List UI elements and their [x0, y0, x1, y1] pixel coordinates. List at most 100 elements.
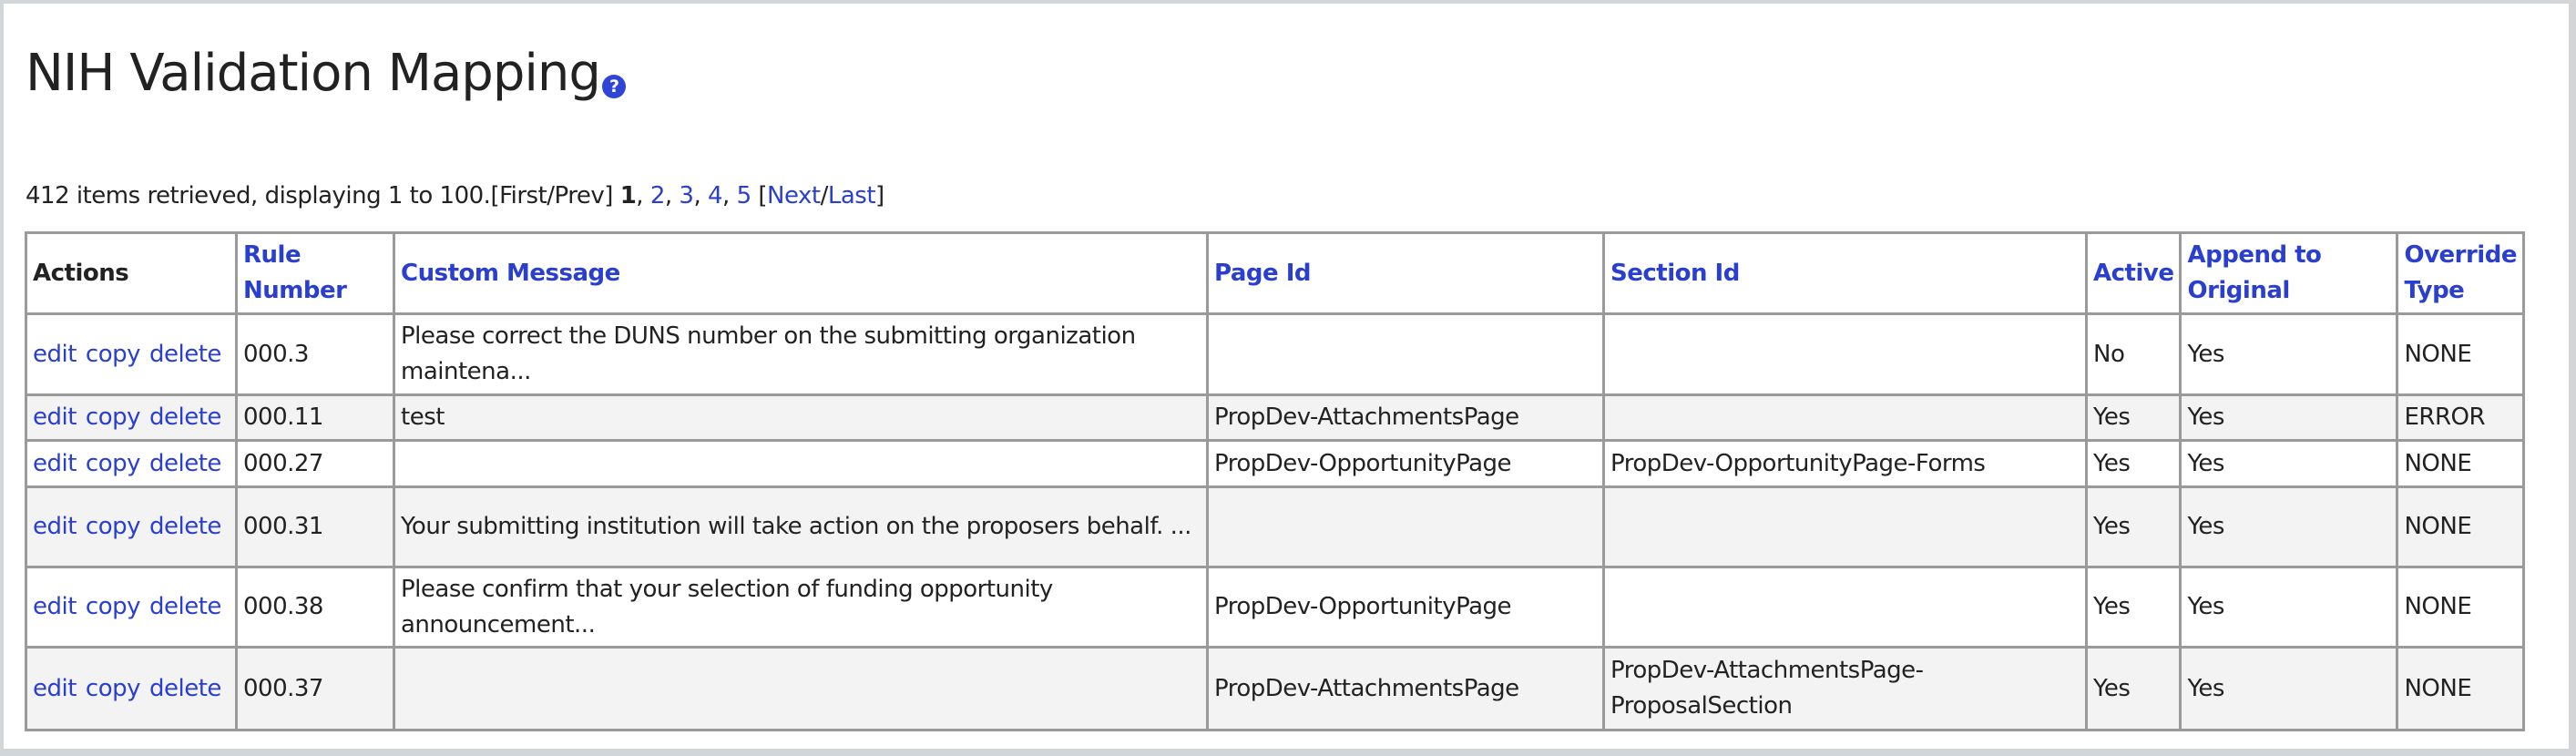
sort-custom-message[interactable]: Custom Message [401, 259, 620, 287]
table-row: edit copy delete 000.3 Please correct the DU… [25, 312, 2525, 396]
override-type-cell: NONE [2396, 566, 2525, 649]
header-section-id[interactable]: Section Id [1602, 231, 2088, 315]
active-cell: Yes [2084, 566, 2182, 649]
copy-link[interactable]: copy [85, 449, 141, 477]
actions-cell: edit copy delete [25, 485, 238, 568]
section-id-cell [1602, 393, 2088, 442]
rule-number-cell: 000.11 [235, 393, 395, 442]
section-id-cell [1602, 312, 2088, 396]
table-row: edit copy delete 000.31 Your submitting inst… [25, 485, 2525, 568]
header-rule-number[interactable]: Rule Number [235, 231, 395, 315]
copy-link[interactable]: copy [85, 340, 141, 368]
delete-link[interactable]: delete [149, 513, 221, 540]
header-override-type[interactable]: Override Type [2396, 231, 2525, 315]
current-page: 1 [619, 182, 637, 209]
header-active[interactable]: Active [2084, 231, 2182, 315]
override-type-cell: NONE [2396, 439, 2525, 488]
copy-link[interactable]: copy [85, 404, 141, 431]
edit-link[interactable]: edit [33, 593, 77, 620]
copy-link[interactable]: copy [85, 593, 141, 620]
actions-cell: edit copy delete [25, 393, 238, 442]
header-append-to-original[interactable]: Append to Original [2179, 231, 2399, 315]
sort-page-id[interactable]: Page Id [1214, 259, 1311, 287]
sort-override-type[interactable]: Override Type [2404, 241, 2517, 304]
pagination: 412 items retrieved, displaying 1 to 100… [26, 182, 884, 209]
edit-link[interactable]: edit [33, 449, 77, 477]
table-row: edit copy delete 000.27 PropDev-OpportunityP… [25, 439, 2525, 488]
append-cell: Yes [2179, 485, 2399, 568]
override-type-cell: NONE [2396, 485, 2525, 568]
rule-number-cell: 000.3 [235, 312, 395, 396]
page-id-cell: PropDev-OpportunityPage [1206, 566, 1605, 649]
section-id-cell: PropDev-OpportunityPage-Forms [1602, 439, 2088, 488]
rule-number-cell: 000.37 [235, 646, 395, 731]
override-type-cell: NONE [2396, 312, 2525, 396]
append-cell: Yes [2179, 566, 2399, 649]
question-circle-icon[interactable]: ? [601, 75, 626, 98]
last-link[interactable]: Last [827, 182, 876, 209]
actions-cell: edit copy delete [25, 312, 238, 396]
page-id-cell [1206, 485, 1605, 568]
delete-link[interactable]: delete [149, 449, 221, 477]
section-id-cell [1602, 566, 2088, 649]
sort-section-id[interactable]: Section Id [1610, 259, 1740, 287]
override-type-cell: NONE [2396, 646, 2525, 731]
rule-number-cell: 000.38 [235, 566, 395, 649]
rule-number-cell: 000.27 [235, 439, 395, 488]
edit-link[interactable]: edit [33, 513, 77, 540]
page-title-text: NIH Validation Mapping [26, 44, 601, 103]
header-actions: Actions [25, 231, 238, 315]
page-title: NIH Validation Mapping? [26, 44, 626, 103]
copy-link[interactable]: copy [85, 674, 141, 702]
edit-link[interactable]: edit [33, 340, 77, 368]
override-type-cell: ERROR [2396, 393, 2525, 442]
table-row: edit copy delete 000.37 PropDev-AttachmentsP… [25, 646, 2525, 731]
custom-message-cell: test [393, 393, 1209, 442]
table-row: edit copy delete 000.11 test PropDev-Attachme… [25, 393, 2525, 442]
next-link[interactable]: Next [767, 182, 821, 209]
page-link-2[interactable]: 2 [649, 182, 666, 209]
append-cell: Yes [2179, 312, 2399, 396]
edit-link[interactable]: edit [33, 674, 77, 702]
page-link-5[interactable]: 5 [736, 182, 752, 209]
page-id-cell [1206, 312, 1605, 396]
append-cell: Yes [2179, 439, 2399, 488]
page-id-cell: PropDev-AttachmentsPage [1206, 646, 1605, 731]
section-id-cell [1602, 485, 2088, 568]
active-cell: Yes [2084, 439, 2182, 488]
sort-rule-number[interactable]: Rule Number [243, 241, 347, 304]
active-cell: Yes [2084, 646, 2182, 731]
delete-link[interactable]: delete [149, 674, 221, 702]
custom-message-cell [393, 439, 1209, 488]
header-page-id[interactable]: Page Id [1206, 231, 1605, 315]
custom-message-cell: Your submitting institution will take ac… [393, 485, 1209, 568]
append-cell: Yes [2179, 646, 2399, 731]
actions-cell: edit copy delete [25, 439, 238, 488]
active-cell: Yes [2084, 393, 2182, 442]
table-header-row: Actions Rule Number Custom Message Page … [25, 231, 2525, 315]
custom-message-cell [393, 646, 1209, 731]
copy-link[interactable]: copy [85, 513, 141, 540]
page-id-cell: PropDev-AttachmentsPage [1206, 393, 1605, 442]
sort-append-to-original[interactable]: Append to Original [2187, 241, 2322, 304]
table-row: edit copy delete 000.38 Please confirm that … [25, 566, 2525, 649]
delete-link[interactable]: delete [149, 340, 221, 368]
active-cell: No [2084, 312, 2182, 396]
append-cell: Yes [2179, 393, 2399, 442]
active-cell: Yes [2084, 485, 2182, 568]
custom-message-cell: Please confirm that your selection of fu… [393, 566, 1209, 649]
results-summary: 412 items retrieved, displaying 1 to 100… [26, 182, 491, 209]
page-link-3[interactable]: 3 [679, 182, 694, 209]
delete-link[interactable]: delete [149, 404, 221, 431]
edit-link[interactable]: edit [33, 404, 77, 431]
page-id-cell: PropDev-OpportunityPage [1206, 439, 1605, 488]
custom-message-cell: Please correct the DUNS number on the su… [393, 312, 1209, 396]
header-custom-message[interactable]: Custom Message [393, 231, 1209, 315]
sort-active[interactable]: Active [2093, 259, 2174, 287]
page-link-4[interactable]: 4 [707, 182, 723, 209]
validation-mapping-table: Actions Rule Number Custom Message Page … [25, 231, 2525, 731]
first-prev-label: [First/Prev] [490, 182, 613, 209]
delete-link[interactable]: delete [149, 593, 221, 620]
rule-number-cell: 000.31 [235, 485, 395, 568]
actions-cell: edit copy delete [25, 646, 238, 731]
